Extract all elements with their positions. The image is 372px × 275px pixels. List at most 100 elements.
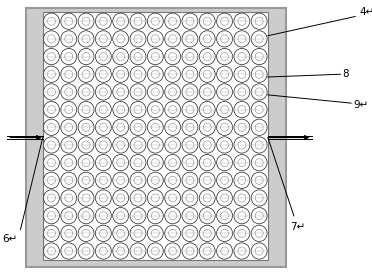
Ellipse shape [251,101,267,118]
Ellipse shape [44,190,60,206]
Text: 4↵: 4↵ [359,7,372,17]
Ellipse shape [234,13,250,29]
Bar [43,12,268,260]
Ellipse shape [61,119,77,135]
Ellipse shape [78,31,94,47]
Ellipse shape [147,66,163,82]
Ellipse shape [78,243,94,259]
Ellipse shape [130,208,146,224]
Ellipse shape [199,190,215,206]
Ellipse shape [165,155,180,171]
Ellipse shape [130,190,146,206]
Ellipse shape [130,137,146,153]
Ellipse shape [78,190,94,206]
Ellipse shape [113,66,129,82]
Ellipse shape [61,225,77,241]
Ellipse shape [61,190,77,206]
Ellipse shape [182,208,198,224]
Ellipse shape [95,84,111,100]
Ellipse shape [217,48,232,65]
Ellipse shape [113,48,129,65]
Ellipse shape [61,66,77,82]
Ellipse shape [234,31,250,47]
Ellipse shape [199,84,215,100]
Ellipse shape [251,66,267,82]
Ellipse shape [61,155,77,171]
Ellipse shape [234,155,250,171]
Ellipse shape [113,31,129,47]
Ellipse shape [61,84,77,100]
Ellipse shape [147,243,163,259]
Ellipse shape [78,155,94,171]
Bar [26,8,286,267]
Ellipse shape [234,172,250,188]
Ellipse shape [234,137,250,153]
Ellipse shape [182,155,198,171]
Ellipse shape [78,225,94,241]
Ellipse shape [61,208,77,224]
Ellipse shape [113,13,129,29]
Ellipse shape [199,155,215,171]
Ellipse shape [199,101,215,118]
Ellipse shape [165,137,180,153]
Ellipse shape [44,155,60,171]
Text: 7↵: 7↵ [290,222,305,232]
Ellipse shape [78,48,94,65]
Ellipse shape [251,31,267,47]
Ellipse shape [113,137,129,153]
Ellipse shape [217,137,232,153]
Ellipse shape [95,31,111,47]
Ellipse shape [165,225,180,241]
Ellipse shape [165,172,180,188]
Ellipse shape [130,243,146,259]
Ellipse shape [251,172,267,188]
Ellipse shape [217,190,232,206]
Ellipse shape [234,66,250,82]
Ellipse shape [130,84,146,100]
Ellipse shape [78,172,94,188]
Ellipse shape [182,48,198,65]
Ellipse shape [199,172,215,188]
Ellipse shape [113,101,129,118]
Ellipse shape [217,243,232,259]
Ellipse shape [251,137,267,153]
Ellipse shape [251,84,267,100]
Ellipse shape [234,243,250,259]
Ellipse shape [182,119,198,135]
Ellipse shape [95,208,111,224]
Text: 6↵: 6↵ [2,234,17,244]
Ellipse shape [234,101,250,118]
Ellipse shape [199,13,215,29]
Ellipse shape [113,208,129,224]
Ellipse shape [217,155,232,171]
Ellipse shape [44,225,60,241]
Ellipse shape [147,225,163,241]
Text: 9↵: 9↵ [353,100,369,109]
Ellipse shape [130,101,146,118]
Ellipse shape [182,31,198,47]
Ellipse shape [78,13,94,29]
Ellipse shape [182,137,198,153]
Ellipse shape [199,48,215,65]
Ellipse shape [251,48,267,65]
Ellipse shape [182,66,198,82]
Ellipse shape [61,48,77,65]
Ellipse shape [199,208,215,224]
Ellipse shape [78,66,94,82]
Ellipse shape [217,119,232,135]
Ellipse shape [217,84,232,100]
Ellipse shape [61,137,77,153]
Ellipse shape [234,119,250,135]
Ellipse shape [165,101,180,118]
Ellipse shape [113,84,129,100]
Ellipse shape [44,48,60,65]
Ellipse shape [234,225,250,241]
Ellipse shape [234,48,250,65]
Ellipse shape [217,225,232,241]
Ellipse shape [78,137,94,153]
Ellipse shape [95,190,111,206]
Ellipse shape [61,31,77,47]
Ellipse shape [234,84,250,100]
Ellipse shape [182,84,198,100]
Ellipse shape [130,119,146,135]
